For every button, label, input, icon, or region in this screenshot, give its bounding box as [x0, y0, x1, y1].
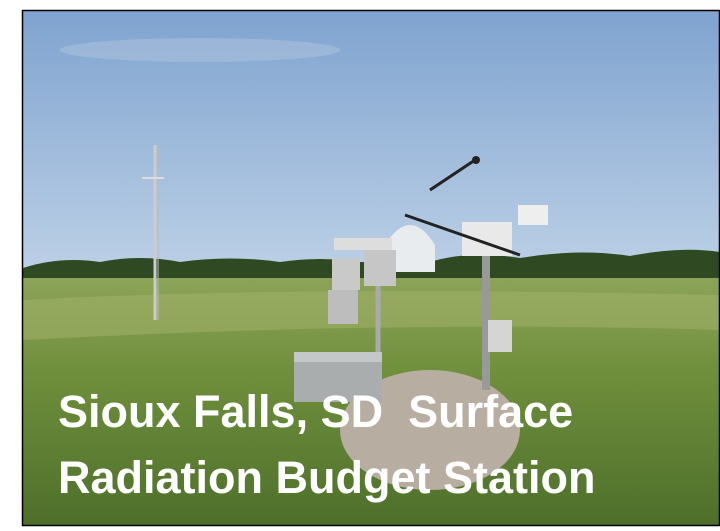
photo — [23, 11, 720, 525]
caption-line: Sioux Falls, SD Surface — [58, 386, 573, 437]
caption-line: Radiation Budget Station — [58, 452, 595, 503]
